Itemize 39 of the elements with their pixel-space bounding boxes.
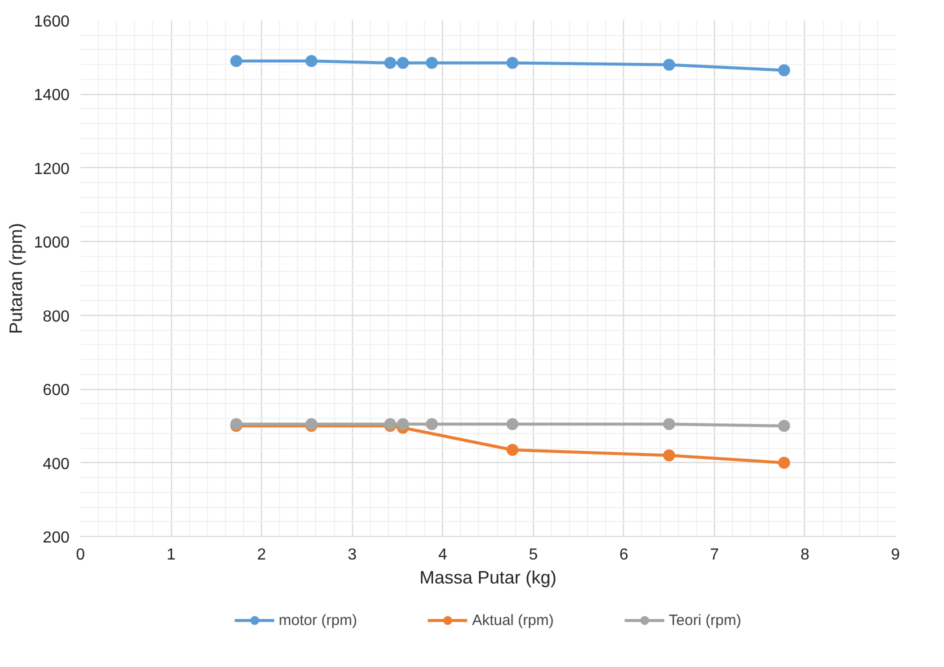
point xyxy=(426,418,438,430)
point xyxy=(305,55,318,68)
point xyxy=(663,418,676,430)
point xyxy=(396,418,409,430)
point xyxy=(663,58,676,71)
y-tick-label: 400 xyxy=(42,456,70,473)
point xyxy=(230,55,242,68)
point xyxy=(778,456,790,469)
x-tick-label: 1 xyxy=(166,546,176,564)
point xyxy=(663,449,676,462)
y-axis-title: Putaran (rpm) xyxy=(6,222,26,334)
legend-label: motor (rpm) xyxy=(278,612,358,628)
point xyxy=(384,56,396,69)
x-tick-label: 5 xyxy=(528,546,538,564)
x-tick-label: 8 xyxy=(800,546,810,564)
point xyxy=(506,56,518,69)
x-tick-label: 2 xyxy=(257,546,266,564)
y-tick-label: 200 xyxy=(42,530,70,546)
x-tick-label: 6 xyxy=(619,546,628,564)
y-tick-label: 1000 xyxy=(34,234,70,252)
x-tick-label: 4 xyxy=(438,546,448,564)
x-tick-label: 3 xyxy=(348,546,357,564)
y-tick-label: 1600 xyxy=(34,14,70,30)
x-tick-label: 9 xyxy=(891,546,900,564)
y-tick-label: 800 xyxy=(42,308,70,326)
legend-label: Teori (rpm) xyxy=(668,612,742,628)
point xyxy=(396,56,409,69)
y-tick-label: 1400 xyxy=(34,87,70,104)
point xyxy=(778,420,790,432)
x-tick-label: 0 xyxy=(76,546,86,564)
y-tick-label: 600 xyxy=(42,382,70,400)
legend-label: Aktual (rpm) xyxy=(472,612,554,628)
point xyxy=(506,444,518,456)
point xyxy=(426,56,438,69)
x-tick-label: 7 xyxy=(710,546,719,564)
x-axis-title: Massa Putar (kg) xyxy=(419,568,557,588)
point xyxy=(506,418,518,430)
y-tick-label: 1200 xyxy=(34,160,70,178)
point xyxy=(778,64,790,76)
